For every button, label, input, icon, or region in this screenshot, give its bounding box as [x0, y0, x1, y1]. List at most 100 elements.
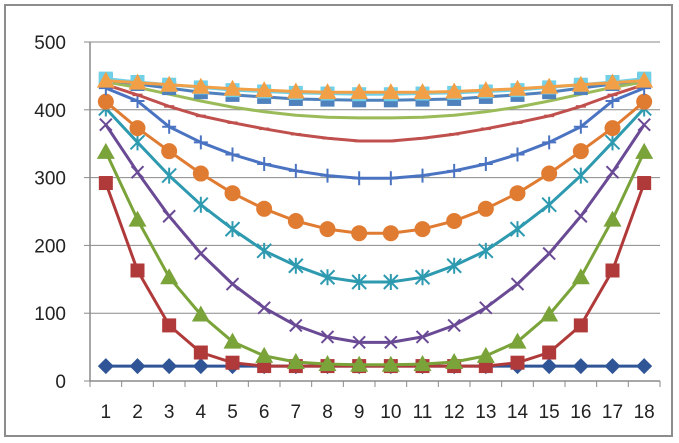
series-3-point-15	[540, 305, 559, 322]
series-3-point-12	[445, 353, 464, 370]
series-12-point-4	[191, 77, 210, 94]
x-tick-label-13: 13	[475, 402, 496, 423]
series-7-point-12	[447, 163, 462, 178]
series-5-point-5	[224, 221, 241, 238]
series-5-point-12	[446, 257, 462, 274]
y-tick-labels: 0 100 200 300 400 500	[34, 33, 66, 393]
series-6-point-2	[129, 120, 146, 137]
series-4-point-14	[510, 277, 525, 291]
series-7-point-3	[162, 119, 177, 134]
series-7-point-7	[288, 163, 303, 178]
x-tick-label-10: 10	[380, 402, 401, 423]
series-5-point-15	[541, 196, 557, 213]
x-tick-label-17: 17	[602, 402, 623, 423]
axes	[84, 41, 661, 387]
series-7-point-16	[573, 119, 588, 134]
series-2-point-2	[130, 263, 145, 278]
series-4-point-4	[194, 246, 208, 261]
series-12-point-16	[571, 75, 590, 92]
series-5-point-16	[573, 167, 589, 184]
series-6-point-7	[287, 212, 304, 229]
series-1-point-1	[97, 358, 114, 375]
series-12-point-5	[223, 79, 242, 96]
series-12-point-3	[160, 75, 179, 92]
x-tick-label-1: 1	[101, 402, 112, 423]
series-2-point-5	[225, 355, 240, 370]
series-4-point-2	[130, 165, 145, 179]
series-2-point-4	[193, 345, 208, 360]
series-12-point-7	[286, 82, 305, 99]
series-7-point-10	[383, 171, 398, 186]
series-12-point-9	[350, 83, 369, 100]
series-12-point-10	[381, 83, 400, 100]
series-4-point-17	[605, 165, 620, 179]
series-12-point-13	[476, 81, 495, 98]
series-5-point-13	[478, 242, 494, 259]
series-7-point-15	[542, 135, 557, 150]
series-2-point-15	[542, 345, 557, 360]
y-tick-label-0: 0	[55, 372, 66, 393]
series-4-point-18	[637, 118, 651, 132]
series-7-point-6	[257, 157, 272, 172]
series-5-point-11	[414, 269, 431, 286]
series-5-point-2	[129, 134, 146, 151]
x-tick-label-11: 11	[413, 402, 433, 423]
series-6-point-16	[572, 143, 589, 160]
series-5-point-10	[383, 274, 399, 291]
series-4-point-16	[574, 209, 588, 223]
series-5-point-3	[161, 167, 177, 184]
series-5-point-8	[319, 269, 336, 286]
y-tick-label-100: 100	[34, 304, 66, 325]
series-6-point-13	[477, 200, 494, 217]
series-3-point-9	[350, 355, 369, 372]
series-12-point-11	[413, 83, 432, 100]
series-3-point-4	[191, 305, 210, 322]
series-1-point-16	[572, 358, 589, 375]
series-3-point-7	[286, 353, 305, 370]
series-9-line	[105, 80, 645, 120]
x-tick-label-9: 9	[354, 402, 365, 423]
series-6-point-9	[351, 225, 368, 242]
series-4	[99, 118, 651, 350]
series-5	[98, 100, 652, 291]
series-12-point-8	[318, 83, 337, 100]
x-tick-label-12: 12	[444, 402, 465, 423]
series-4-point-6	[257, 301, 271, 315]
series-2-point-14	[510, 355, 525, 370]
series-6-point-11	[414, 221, 431, 238]
series-2-point-1	[98, 176, 113, 191]
series-12-point-12	[445, 82, 464, 99]
series-6-line	[104, 100, 646, 235]
series-3-point-11	[413, 355, 432, 372]
series-3-point-2	[128, 210, 147, 227]
series-3-point-17	[603, 210, 622, 227]
series-1-point-2	[129, 358, 146, 375]
x-tick-label-8: 8	[322, 402, 333, 423]
series-8-line	[105, 83, 645, 143]
x-tick-label-7: 7	[291, 402, 302, 423]
series-9	[105, 80, 645, 120]
series-4-point-12	[447, 318, 461, 333]
series-3-point-3	[160, 268, 179, 285]
x-tick-labels: 1 2 3 4 5 6 7 8 9 10 11 12 13 14 15 16 17 18	[101, 402, 655, 423]
series-4-point-1	[99, 118, 113, 132]
x-tick-label-5: 5	[227, 402, 238, 423]
series-7-point-9	[352, 171, 367, 186]
series-5-point-4	[193, 196, 209, 213]
series-7-point-5	[225, 147, 240, 162]
series-6-point-6	[256, 200, 273, 217]
series-4-point-11	[415, 330, 430, 344]
x-tick-label-16: 16	[570, 402, 591, 423]
series-7-point-8	[320, 168, 335, 183]
series-7-point-4	[193, 135, 208, 150]
series-5-point-17	[604, 134, 621, 151]
series-1-point-18	[636, 358, 653, 375]
gridlines	[90, 41, 660, 314]
x-tick-label-15: 15	[539, 402, 560, 423]
series-3	[96, 142, 654, 372]
series-5-point-9	[351, 274, 367, 291]
series-2-point-18	[637, 176, 652, 191]
series-6-point-5	[224, 185, 241, 202]
series-12-point-18	[635, 71, 654, 88]
y-tick-label-400: 400	[34, 101, 66, 122]
